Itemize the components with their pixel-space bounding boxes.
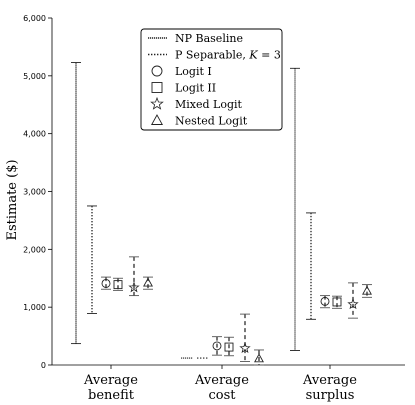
error-bar [212,336,222,356]
marker-star [239,342,251,354]
legend-entry: NP Baseline [148,32,243,45]
error-bar [362,284,372,298]
series-logit-i [101,276,330,356]
series-nested-logit [143,276,372,366]
error-bar [224,336,234,357]
marker-star [150,96,164,110]
error-bar [128,256,140,297]
y-tick-label: 5,000 [23,72,46,81]
legend-box [140,28,283,131]
y-tick-label: 6,000 [23,14,46,23]
y-tick-label: 4,000 [23,130,46,139]
marker-triangle [254,353,264,363]
error-bar [113,277,123,291]
marker-star [347,298,359,310]
marker-circle [101,279,111,288]
legend-label: Logit I [175,65,212,78]
error-bar [306,212,316,320]
legend-entry: P Separable, K = 3 [148,49,281,62]
legend-label: P Separable, K = 3 [175,49,281,62]
chart-marks [71,62,372,366]
marker-square [113,280,123,290]
error-bar [254,349,264,366]
error-bar [332,295,342,309]
legend-label: NP Baseline [175,32,243,45]
marker-star [128,281,140,293]
error-bar [290,67,300,351]
x-tick-label: benefit [88,388,135,403]
series-p-separable-k-3 [87,205,316,359]
marker-circle [151,65,163,77]
series-mixed-logit [128,256,359,362]
error-bar [239,313,251,362]
series-logit-ii [113,277,342,357]
legend-label: Mixed Logit [175,98,243,111]
marker-triangle [143,277,153,287]
legend-label: Nested Logit [175,115,248,128]
y-tick-label: 1,000 [23,303,46,312]
legend: NP Baseline P Separable, K = 3 Logit I Logi… [140,28,283,131]
marker-square [224,342,234,352]
error-bar [143,276,153,290]
marker-circle [320,296,330,306]
legend-label: Logit II [175,82,216,95]
error-bar [71,62,81,345]
series-np-baseline [71,62,300,359]
error-bar [347,282,359,319]
y-tick-label: 0 [41,361,46,370]
error-bar [101,276,111,290]
x-tick-label: surplus [306,388,355,403]
marker-circle [212,341,222,351]
error-bar [87,205,97,314]
error-bar [320,295,330,309]
y-axis-label: Estimate ($) [5,159,20,240]
legend-entry: Nested Logit [150,114,248,128]
x-tick-label: Average [83,373,138,388]
y-tick-label: 2,000 [23,245,46,254]
legend-entry: Logit II [151,82,216,95]
x-tick-label: Average [194,373,249,388]
legend-entry: Logit I [151,65,212,78]
legend-entry: Mixed Logit [150,96,243,111]
y-tick-label: 3,000 [23,188,46,197]
x-tick-label: Average [302,373,357,388]
marker-triangle [150,114,164,125]
marker-triangle [362,285,372,295]
x-tick-label: cost [208,388,236,403]
marker-square [332,297,342,307]
marker-square [151,82,163,93]
